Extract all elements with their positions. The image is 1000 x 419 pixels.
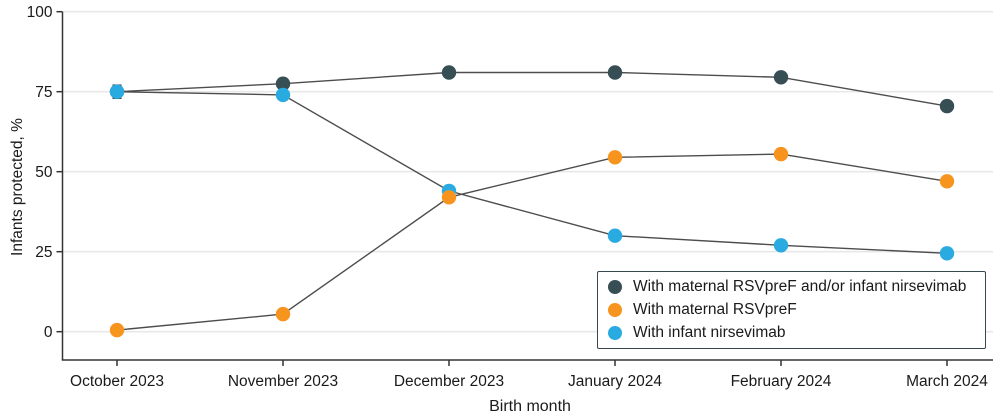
legend-label: With maternal RSVpreF <box>633 300 797 318</box>
x-tick-label: October 2023 <box>70 373 164 390</box>
data-point <box>607 150 623 165</box>
data-point <box>939 98 955 114</box>
x-tick-label: March 2024 <box>906 373 988 390</box>
legend-marker-icon <box>608 280 622 295</box>
data-point <box>441 65 457 80</box>
data-point <box>773 146 789 162</box>
y-tick-label: 0 <box>44 324 53 341</box>
series-line <box>116 91 948 254</box>
data-point <box>773 70 789 85</box>
legend-item: With infant nirsevimab <box>608 324 985 342</box>
data-point <box>109 84 125 99</box>
data-point <box>275 306 291 322</box>
data-point <box>275 87 291 103</box>
data-point <box>607 228 623 243</box>
y-tick-label: 75 <box>35 84 52 101</box>
x-tick-label: February 2024 <box>731 373 832 390</box>
legend-label: With maternal RSVpreF and/or infant nirs… <box>633 278 967 296</box>
legend-marker-icon <box>608 325 622 340</box>
y-tick-label: 100 <box>27 4 53 21</box>
y-tick-label: 25 <box>35 244 52 261</box>
legend-item: With maternal RSVpreF and/or infant nirs… <box>608 278 985 296</box>
data-point <box>275 76 291 91</box>
y-axis-title: Infants protected, % <box>9 118 26 256</box>
legend-item: With maternal RSVpreF <box>608 301 985 319</box>
x-tick-label: December 2023 <box>394 373 504 390</box>
x-tick-label: November 2023 <box>228 373 338 390</box>
data-point <box>607 65 623 80</box>
legend: With maternal RSVpreF and/or infant nirs… <box>597 271 986 349</box>
data-point <box>939 174 955 189</box>
x-axis-title: Birth month <box>489 398 571 415</box>
data-point <box>773 238 789 253</box>
y-tick-label: 50 <box>35 164 53 181</box>
data-point <box>441 190 457 205</box>
data-point <box>109 322 125 338</box>
series-line <box>116 71 948 107</box>
series-line <box>116 153 948 331</box>
legend-label: With infant nirsevimab <box>633 323 786 341</box>
data-point <box>939 246 955 261</box>
legend-marker-icon <box>608 302 622 317</box>
x-tick-label: January 2024 <box>568 373 662 390</box>
